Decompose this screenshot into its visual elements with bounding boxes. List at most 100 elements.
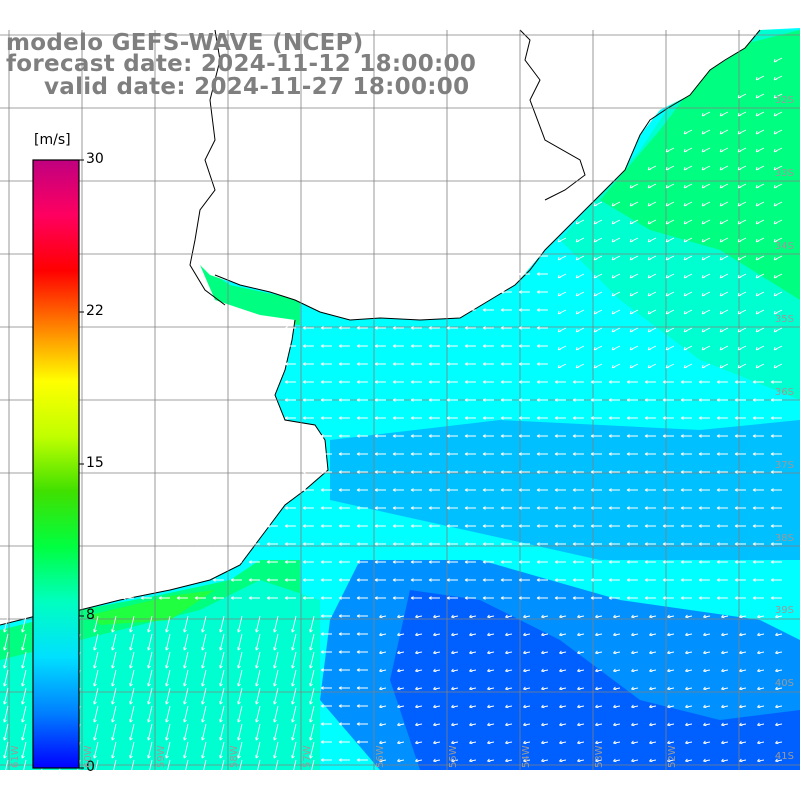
wind-arrow xyxy=(320,452,332,456)
wind-arrow xyxy=(719,147,729,153)
wind-arrow xyxy=(379,686,387,691)
wind-arrow xyxy=(667,704,675,709)
wind-arrow xyxy=(770,452,782,456)
wind-arrow xyxy=(446,398,458,402)
wind-arrow xyxy=(451,722,459,727)
wind-arrow xyxy=(737,255,747,261)
wind-arrow xyxy=(111,723,117,741)
wind-arrow xyxy=(739,668,747,673)
wind-arrow xyxy=(554,452,566,456)
wind-arrow xyxy=(773,201,783,207)
wind-arrow xyxy=(338,704,350,708)
wind-arrow xyxy=(680,560,692,564)
wind-arrow xyxy=(577,758,585,763)
wind-arrow xyxy=(374,578,386,582)
lon-label-56w: 56W xyxy=(375,745,386,768)
wind-arrow xyxy=(752,434,764,438)
wind-arrow xyxy=(446,344,458,348)
wind-arrow xyxy=(201,669,207,687)
wind-arrow xyxy=(392,416,404,420)
wind-arrow xyxy=(464,380,476,384)
wind-arrow xyxy=(644,524,656,528)
wind-arrow xyxy=(111,633,117,651)
wind-arrow xyxy=(482,452,494,456)
wind-arrow xyxy=(338,596,350,600)
wind-arrow xyxy=(734,416,746,420)
wind-arrow xyxy=(230,596,242,600)
wind-arrow xyxy=(482,488,494,492)
wind-arrow xyxy=(518,470,530,474)
wind-arrow xyxy=(21,633,27,651)
wind-arrow xyxy=(685,668,693,673)
wind-arrow xyxy=(219,723,225,741)
wind-arrow xyxy=(595,668,603,673)
wind-arrow xyxy=(302,560,314,564)
wind-arrow xyxy=(111,669,117,687)
wind-arrow xyxy=(320,686,332,690)
wind-arrow xyxy=(719,363,729,369)
wind-arrow xyxy=(685,740,693,745)
wind-arrow xyxy=(122,272,134,276)
wind-arrow xyxy=(356,380,368,384)
wind-arrow xyxy=(698,434,710,438)
wind-arrow xyxy=(129,615,135,633)
wind-arrow xyxy=(716,470,728,474)
wind-arrow xyxy=(93,651,99,669)
wind-arrow xyxy=(165,633,171,651)
wind-arrow xyxy=(428,380,440,384)
wind-arrow xyxy=(415,758,423,763)
wind-arrow xyxy=(703,650,711,655)
wind-arrow xyxy=(320,524,332,528)
wind-arrow xyxy=(773,363,783,369)
wind-arrow xyxy=(338,344,350,348)
wind-arrow xyxy=(374,326,386,330)
wind-arrow xyxy=(219,651,225,669)
wind-arrow xyxy=(755,309,765,315)
wind-arrow xyxy=(21,723,27,741)
wind-arrow xyxy=(541,758,549,763)
wind-arrow xyxy=(482,362,494,366)
lat-label-32s: 32S xyxy=(774,95,794,106)
wind-arrow xyxy=(577,722,585,727)
wind-arrow xyxy=(284,434,296,438)
wind-arrow xyxy=(500,596,512,600)
wind-arrow xyxy=(302,470,314,474)
wind-arrow xyxy=(158,290,170,294)
wind-arrow xyxy=(575,237,585,243)
wind-arrow xyxy=(626,596,638,600)
wind-arrow xyxy=(410,470,422,474)
wind-arrow xyxy=(662,560,674,564)
wind-arrow xyxy=(680,380,692,384)
wind-arrow xyxy=(739,740,747,745)
wind-arrow xyxy=(595,758,603,763)
wind-arrow xyxy=(737,327,747,333)
wind-arrow xyxy=(201,723,207,741)
wind-arrow xyxy=(541,686,549,691)
wind-arrow xyxy=(518,596,530,600)
wind-arrow xyxy=(536,362,548,366)
wind-arrow xyxy=(320,398,332,402)
wind-arrow xyxy=(428,434,440,438)
wind-arrow xyxy=(518,434,530,438)
wind-arrow xyxy=(737,93,747,99)
wind-arrow xyxy=(752,470,764,474)
wind-arrow xyxy=(541,740,549,745)
wind-arrow xyxy=(500,308,512,312)
wind-arrow xyxy=(93,723,99,741)
wind-arrow xyxy=(734,596,746,600)
wind-arrow xyxy=(703,722,711,727)
wind-arrow xyxy=(219,615,225,633)
wind-arrow xyxy=(14,290,26,294)
wind-arrow xyxy=(86,596,98,600)
wind-arrow xyxy=(755,363,765,369)
wind-arrow xyxy=(662,470,674,474)
wind-arrow xyxy=(703,668,711,673)
wind-arrow xyxy=(577,668,585,673)
wind-arrow xyxy=(685,704,693,709)
wind-arrow xyxy=(147,723,153,741)
wind-arrow xyxy=(158,578,170,582)
wind-arrow xyxy=(212,596,224,600)
wind-arrow xyxy=(752,560,764,564)
wind-arrow xyxy=(433,758,441,763)
wind-arrow xyxy=(183,615,189,633)
